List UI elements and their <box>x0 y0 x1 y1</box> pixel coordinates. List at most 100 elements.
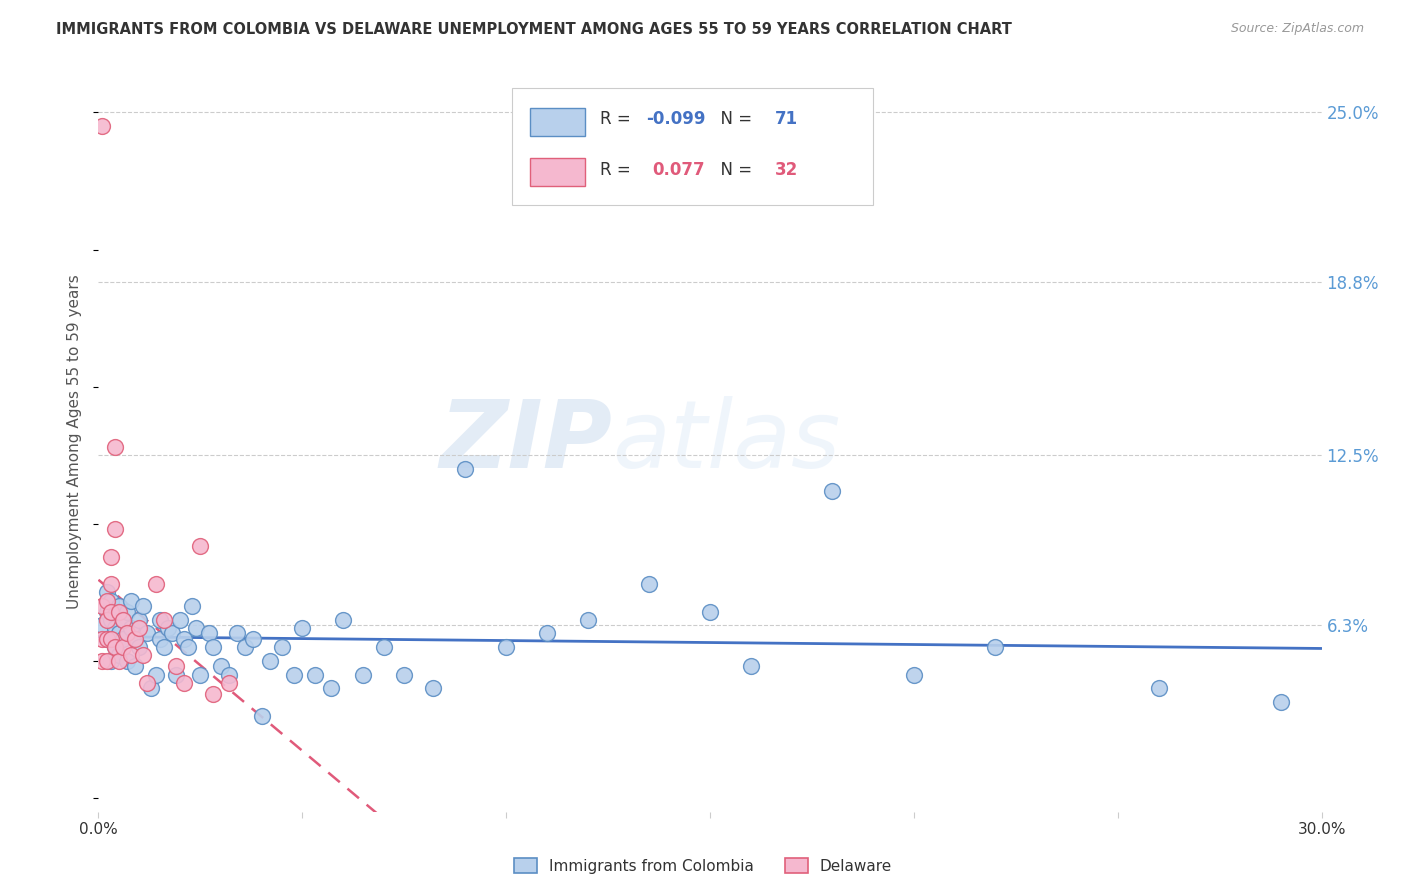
Point <box>173 632 195 646</box>
Point <box>165 659 187 673</box>
Point <box>145 577 167 591</box>
Point <box>108 648 131 663</box>
Point <box>96 632 118 646</box>
Point <box>96 605 118 619</box>
Point <box>100 593 122 607</box>
Point <box>576 613 599 627</box>
Point <box>352 667 374 681</box>
Point <box>136 676 159 690</box>
FancyBboxPatch shape <box>530 158 585 186</box>
Point <box>111 632 134 646</box>
Point <box>373 640 395 655</box>
Point <box>104 640 127 655</box>
Point <box>422 681 444 696</box>
Point <box>128 613 150 627</box>
FancyBboxPatch shape <box>512 87 873 204</box>
Y-axis label: Unemployment Among Ages 55 to 59 years: Unemployment Among Ages 55 to 59 years <box>67 274 83 609</box>
Point <box>903 667 925 681</box>
Point <box>132 599 155 613</box>
Text: atlas: atlas <box>612 396 841 487</box>
Point <box>136 626 159 640</box>
Point <box>145 667 167 681</box>
Point <box>495 640 517 655</box>
Point <box>100 577 122 591</box>
Point <box>233 640 256 655</box>
Point <box>104 440 127 454</box>
Point <box>319 681 342 696</box>
Point <box>115 654 138 668</box>
Point <box>91 618 114 632</box>
Point <box>304 667 326 681</box>
Point <box>111 613 134 627</box>
Point <box>124 632 146 646</box>
Point <box>156 621 179 635</box>
Text: IMMIGRANTS FROM COLOMBIA VS DELAWARE UNEMPLOYMENT AMONG AGES 55 TO 59 YEARS CORR: IMMIGRANTS FROM COLOMBIA VS DELAWARE UNE… <box>56 22 1012 37</box>
Text: 0.077: 0.077 <box>652 161 706 178</box>
Point <box>201 687 224 701</box>
Point <box>169 613 191 627</box>
Point <box>201 640 224 655</box>
Point <box>91 654 114 668</box>
Point <box>186 621 208 635</box>
Text: ZIP: ZIP <box>439 395 612 488</box>
Point <box>115 626 138 640</box>
Point <box>108 654 131 668</box>
Point <box>120 648 142 663</box>
Point <box>226 626 249 640</box>
Point <box>100 654 122 668</box>
Point <box>104 605 127 619</box>
Point <box>392 667 416 681</box>
Point <box>821 483 844 498</box>
Text: R =: R = <box>600 161 641 178</box>
Point <box>149 613 172 627</box>
Point <box>128 640 150 655</box>
Point <box>177 640 200 655</box>
Point <box>96 613 118 627</box>
Point <box>108 605 131 619</box>
Point <box>197 626 219 640</box>
Point <box>115 605 138 619</box>
Point <box>104 640 127 655</box>
Point <box>188 667 212 681</box>
Point <box>218 676 240 690</box>
Point <box>454 462 477 476</box>
Text: N =: N = <box>710 161 758 178</box>
Point <box>332 613 354 627</box>
Point <box>124 632 146 646</box>
Point <box>128 621 150 635</box>
Point <box>984 640 1007 655</box>
Point <box>124 659 146 673</box>
Point <box>108 626 131 640</box>
Point <box>242 632 264 646</box>
Point <box>100 632 122 646</box>
Text: Source: ZipAtlas.com: Source: ZipAtlas.com <box>1230 22 1364 36</box>
Point <box>291 621 314 635</box>
Text: 71: 71 <box>775 111 799 128</box>
Text: R =: R = <box>600 111 636 128</box>
Point <box>283 667 305 681</box>
Point <box>96 632 118 646</box>
Point <box>188 539 212 553</box>
Point <box>104 621 127 635</box>
Point <box>1270 695 1292 709</box>
Point <box>96 654 118 668</box>
Point <box>141 681 163 696</box>
Point <box>152 640 174 655</box>
Point <box>120 593 142 607</box>
FancyBboxPatch shape <box>530 108 585 136</box>
Point <box>111 640 134 655</box>
Text: N =: N = <box>710 111 758 128</box>
Point <box>120 621 142 635</box>
Text: -0.099: -0.099 <box>647 111 706 128</box>
Point <box>740 659 762 673</box>
Point <box>100 632 122 646</box>
Point <box>100 549 122 564</box>
Point <box>91 599 114 613</box>
Legend: Immigrants from Colombia, Delaware: Immigrants from Colombia, Delaware <box>508 852 898 880</box>
Point <box>270 640 294 655</box>
Point <box>536 626 558 640</box>
Point <box>160 626 183 640</box>
Point <box>259 654 281 668</box>
Point <box>165 667 187 681</box>
Point <box>91 119 114 133</box>
